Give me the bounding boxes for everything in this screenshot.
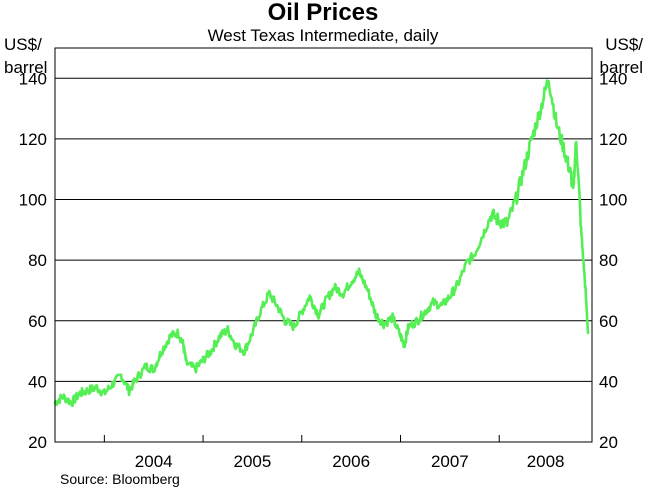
- x-tick-label: 2007: [431, 452, 469, 471]
- y-axis-unit-left-line1: US$/: [4, 35, 42, 54]
- y-axis-unit-right-line1: US$/: [605, 35, 643, 54]
- series-layer: [53, 79, 590, 408]
- y-tick-label: 40: [599, 372, 618, 391]
- x-tick-label: 2004: [135, 452, 173, 471]
- y-tick-label: 140: [19, 69, 47, 88]
- x-tick-labels: 2004 2005 2006 2007 2008: [135, 452, 565, 471]
- y-tick-label: 40: [28, 372, 47, 391]
- y-tick-label: 100: [599, 191, 627, 210]
- x-tick-label: 2008: [527, 452, 565, 471]
- y-tick-label: 80: [28, 251, 47, 270]
- x-tick-label: 2006: [332, 452, 370, 471]
- y-tick-labels-right: 20 40 60 80 100 120 140: [599, 69, 627, 452]
- y-tick-label: 60: [599, 312, 618, 331]
- plot-frame: [54, 47, 593, 443]
- wti-price-line: [53, 79, 590, 408]
- y-tick-label: 120: [19, 130, 47, 149]
- y-tick-label: 60: [28, 312, 47, 331]
- y-tick-label: 140: [599, 69, 627, 88]
- x-tick-label: 2005: [234, 452, 272, 471]
- y-tick-labels-left: 20 40 60 80 100 120 140: [19, 69, 47, 452]
- y-tick-label: 20: [28, 433, 47, 452]
- gridlines: [55, 77, 592, 382]
- y-tick-label: 100: [19, 191, 47, 210]
- y-axis-unit-left-line2: barrel: [4, 58, 47, 77]
- chart-title: Oil Prices: [268, 0, 379, 26]
- chart-subtitle: West Texas Intermediate, daily: [208, 26, 439, 45]
- source-note: Source: Bloomberg: [60, 471, 180, 487]
- y-tick-label: 20: [599, 433, 618, 452]
- x-tick-marks: [103, 435, 500, 442]
- y-tick-label: 80: [599, 251, 618, 270]
- y-tick-label: 120: [599, 130, 627, 149]
- y-axis-unit-right-line2: barrel: [600, 58, 643, 77]
